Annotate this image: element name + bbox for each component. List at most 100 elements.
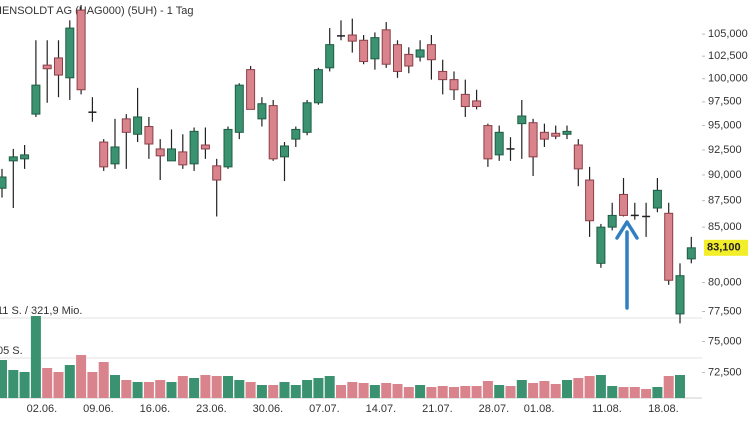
volume-bar xyxy=(437,386,448,398)
candle-body xyxy=(178,151,188,166)
volume-bar xyxy=(618,387,629,398)
x-tick-label: 01.08. xyxy=(524,403,555,415)
candle-body xyxy=(291,128,301,140)
candle-body xyxy=(76,9,86,91)
candle-body xyxy=(415,49,425,58)
candle-body xyxy=(404,53,414,67)
volume-tick-label: 11 S. / 321,9 Mio. xyxy=(0,305,82,317)
candle-body xyxy=(381,29,391,65)
candle-body xyxy=(325,44,335,69)
volume-bar xyxy=(64,365,75,398)
volume-bar xyxy=(19,372,30,398)
candle-body xyxy=(121,118,131,133)
y-tick-label: 75,000 xyxy=(708,335,742,347)
candle-body xyxy=(393,44,402,72)
candle-body xyxy=(539,131,549,140)
volume-bar xyxy=(607,386,618,398)
volume-bar xyxy=(211,376,222,398)
volume-bar xyxy=(110,375,120,398)
candle-body xyxy=(246,69,256,110)
volume-bar xyxy=(528,383,539,398)
volume-bar xyxy=(76,355,87,398)
candle-body xyxy=(551,132,561,137)
volume-bar xyxy=(562,380,572,398)
y-tick-label: 102,500 xyxy=(708,50,748,62)
y-tick-label: 77,500 xyxy=(708,305,742,317)
plot: 11 S. / 321,9 Mio. 05 S. 105,000 102,500 100… xyxy=(0,5,748,415)
candle-body xyxy=(0,176,7,189)
volume-bar xyxy=(336,385,346,398)
volume-bar xyxy=(268,385,279,398)
candle-body xyxy=(223,128,233,168)
volume-bar xyxy=(0,360,7,398)
volume-bar xyxy=(121,380,132,398)
volume-bar xyxy=(426,387,437,398)
y-tick-label: 92,500 xyxy=(708,144,742,156)
candle-body xyxy=(133,116,143,135)
candle-body xyxy=(65,27,75,79)
candle-body xyxy=(280,145,289,158)
volume-bar xyxy=(482,381,493,398)
volume-bar xyxy=(471,386,482,398)
candle-body xyxy=(20,154,30,160)
volume-bar xyxy=(166,382,177,398)
candle-body xyxy=(596,226,606,264)
candle-body xyxy=(664,212,674,281)
volume-bar xyxy=(505,386,516,398)
candle-body xyxy=(607,214,617,228)
x-tick-label: 14.07. xyxy=(366,403,397,415)
candle-body xyxy=(585,179,595,222)
candle-body xyxy=(200,144,210,150)
candle-body xyxy=(313,69,323,104)
candle-body xyxy=(528,122,538,158)
candle-body xyxy=(31,84,41,115)
candle-body xyxy=(426,44,436,61)
volume-bar xyxy=(42,368,53,398)
volume-bar xyxy=(539,381,550,398)
arrow xyxy=(615,220,639,310)
volume-tick-label: 05 S. xyxy=(0,345,23,357)
volume-bar xyxy=(392,384,403,398)
volume-bar xyxy=(313,378,324,398)
volume-bar xyxy=(573,378,584,398)
candle-body xyxy=(494,131,504,156)
candle-body xyxy=(54,57,63,76)
volume-bar xyxy=(369,385,380,398)
last-price-label: 83,100 xyxy=(707,242,741,254)
last-price-box xyxy=(704,239,748,256)
candle-body xyxy=(302,102,312,133)
volume-bar xyxy=(629,387,640,398)
candle-body xyxy=(370,37,380,60)
candle-body xyxy=(234,84,244,133)
x-tick-label: 07.07. xyxy=(309,403,340,415)
volume-bar xyxy=(675,375,685,398)
volume-bar xyxy=(358,383,369,398)
volume-bar xyxy=(155,380,166,398)
candle-body xyxy=(460,93,470,108)
volume-bar xyxy=(279,382,290,398)
y-tick-label: 97,500 xyxy=(708,96,742,108)
y-tick-label: 105,000 xyxy=(708,28,748,40)
candle-body xyxy=(483,125,493,160)
y-tick-label: 80,000 xyxy=(708,276,742,288)
volume-bar xyxy=(641,389,652,398)
volume-bar xyxy=(245,382,256,398)
candle-body xyxy=(268,105,278,160)
candle-body xyxy=(212,165,222,181)
chart-title: HENSOLDT AG (HAG000) (5UH) - 1 Tag xyxy=(0,5,194,17)
candle-body xyxy=(8,156,18,162)
volume-bar xyxy=(584,376,595,398)
candle-body xyxy=(99,141,109,168)
volume-bar xyxy=(663,376,674,398)
volume-bar xyxy=(87,372,98,398)
candle-body xyxy=(562,130,572,135)
y-tick-label: 90,000 xyxy=(708,169,742,181)
volume-bar xyxy=(595,375,606,398)
candle-body xyxy=(359,39,369,63)
candle-body xyxy=(517,115,527,125)
candle-body xyxy=(675,275,685,315)
x-tick-label: 16.06. xyxy=(140,403,171,415)
candle-body xyxy=(189,130,199,165)
volume-bar xyxy=(652,387,663,398)
